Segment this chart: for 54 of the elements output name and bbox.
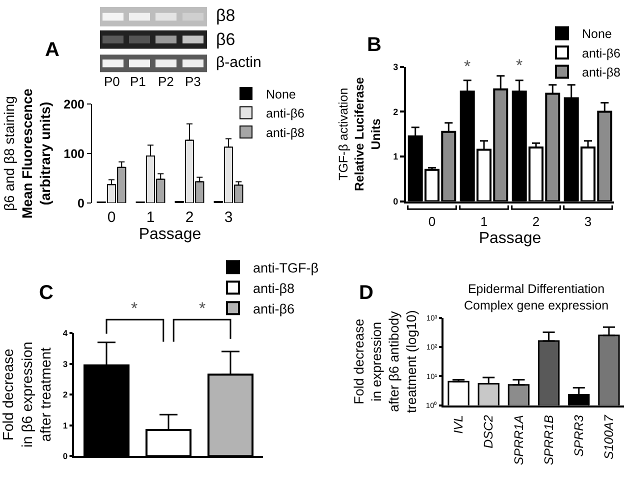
annotation: * bbox=[516, 56, 523, 75]
x-tick-label: 1 bbox=[146, 208, 155, 226]
y-axis-title: Fold decrease in expression after β6 antibody treatment (log10) bbox=[352, 310, 420, 413]
x-axis-title: Passage bbox=[478, 230, 542, 248]
x-tick-label: 1 bbox=[480, 214, 488, 229]
x-tick-label: DSC2 bbox=[482, 414, 496, 448]
text: * bbox=[131, 299, 138, 318]
legend-label: anti-β8 bbox=[266, 126, 305, 140]
y-tick-label: 200 bbox=[64, 98, 85, 112]
legend-label: anti-β8 bbox=[253, 280, 295, 296]
y-tick-label: 1 bbox=[393, 152, 398, 162]
text: P2 bbox=[158, 74, 174, 89]
text: β8 bbox=[216, 6, 236, 25]
x-axis-title: Passage bbox=[138, 226, 202, 243]
y-tick-label: 0 bbox=[78, 196, 85, 210]
text: D bbox=[359, 282, 374, 304]
text: P3 bbox=[185, 74, 201, 89]
legend-label: None bbox=[266, 87, 296, 102]
x-tick-label: IVL bbox=[452, 414, 466, 434]
y-axis-title: TGF-β activation Relative Luciferase Units bbox=[336, 77, 383, 192]
y-tick-label: 3 bbox=[393, 62, 398, 72]
legend-label: anti-β6 bbox=[266, 106, 305, 121]
x-tick-label: 2 bbox=[185, 208, 194, 226]
legend-label: anti-β8 bbox=[582, 66, 621, 80]
x-tick-label: 2 bbox=[532, 214, 540, 229]
y-axis-title: Fold decrease in β6 expression after treatment bbox=[1, 342, 55, 448]
y-tick-label: 2 bbox=[62, 390, 68, 400]
text: * bbox=[199, 299, 206, 318]
text: P1 bbox=[130, 74, 146, 89]
legend-label: anti-β6 bbox=[582, 46, 621, 60]
text: β6 bbox=[216, 30, 236, 49]
legend-label: anti-TGF-β bbox=[253, 260, 319, 276]
annotation: * bbox=[464, 57, 471, 76]
x-tick-label: S100A7 bbox=[602, 414, 616, 460]
y-tick-label: 100 bbox=[64, 146, 85, 161]
x-tick-label: 3 bbox=[224, 208, 233, 226]
y-tick-label: 2 bbox=[393, 106, 398, 117]
x-tick-label: 0 bbox=[107, 208, 116, 226]
y-tick-label: 3 bbox=[62, 358, 68, 369]
chart-title: Epidermal Differentiation Complex gene expression bbox=[464, 282, 609, 312]
text: C bbox=[39, 282, 54, 304]
x-tick-label: 3 bbox=[584, 214, 592, 229]
x-tick-label: SPRR1B bbox=[542, 415, 556, 466]
y-tick-label: 0 bbox=[393, 196, 398, 206]
text: β-actin bbox=[216, 54, 262, 71]
text: A bbox=[45, 39, 60, 61]
text: P0 bbox=[104, 74, 120, 89]
legend-label: None bbox=[582, 27, 612, 42]
text: B bbox=[367, 34, 382, 56]
legend-label: anti-β6 bbox=[253, 301, 295, 316]
x-tick-label: SPRR3 bbox=[572, 414, 586, 457]
y-axis-title: β6 and β8 staining Mean Fluorescence (arbitrary units) bbox=[0, 88, 54, 219]
x-tick-label: SPRR1A bbox=[512, 415, 526, 466]
y-tick-label: 4 bbox=[62, 328, 68, 338]
